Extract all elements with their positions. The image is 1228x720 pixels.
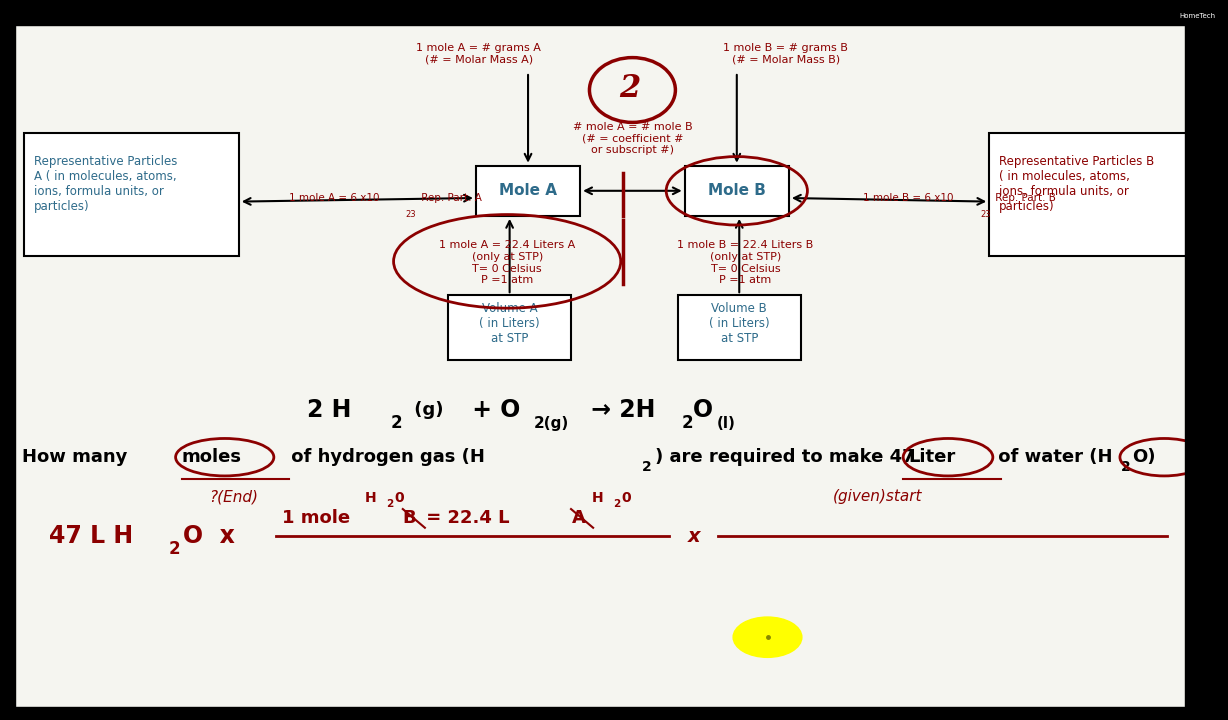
- Text: B: B: [403, 510, 416, 527]
- Text: 1 mole B = # grams B
(# = Molar Mass B): 1 mole B = # grams B (# = Molar Mass B): [723, 43, 849, 65]
- Bar: [678, 295, 801, 360]
- Text: HomeTech: HomeTech: [1179, 13, 1214, 19]
- Text: Mole B: Mole B: [707, 184, 766, 198]
- Text: 1 mole A = # grams A
(# = Molar Mass A): 1 mole A = # grams A (# = Molar Mass A): [416, 43, 542, 65]
- Text: 23: 23: [405, 210, 416, 219]
- Text: ?(End): ?(End): [209, 490, 258, 504]
- Text: moles: moles: [182, 448, 242, 467]
- Text: 2: 2: [391, 415, 402, 432]
- Bar: [448, 295, 571, 360]
- Text: 0: 0: [394, 491, 404, 505]
- Bar: [476, 166, 581, 216]
- Text: How many: How many: [22, 448, 134, 467]
- Text: 1 mole A = 22.4 Liters A
(only at STP)
T= 0 Celsius
P =1 atm: 1 mole A = 22.4 Liters A (only at STP) T…: [440, 240, 575, 285]
- Text: Liter: Liter: [909, 448, 955, 467]
- Text: 1 mole A = 6 x10: 1 mole A = 6 x10: [289, 193, 379, 203]
- Text: 2: 2: [168, 540, 179, 559]
- Text: Mole A: Mole A: [499, 184, 558, 198]
- Text: 2: 2: [386, 499, 393, 509]
- Text: O  x: O x: [183, 524, 235, 549]
- Bar: [685, 166, 790, 216]
- Circle shape: [733, 617, 802, 657]
- Text: 0: 0: [621, 491, 631, 505]
- Text: ) are required to make 47: ) are required to make 47: [655, 448, 914, 467]
- Text: 2: 2: [619, 73, 641, 104]
- Text: → 2H: → 2H: [583, 398, 656, 423]
- Text: (given)start: (given)start: [834, 490, 922, 504]
- Text: 1 mole: 1 mole: [282, 510, 357, 527]
- Text: 2: 2: [682, 415, 693, 432]
- Text: Rep. Part. A: Rep. Part. A: [418, 193, 481, 203]
- Text: 2: 2: [1121, 459, 1131, 474]
- Text: = 22.4 L: = 22.4 L: [420, 510, 516, 527]
- Text: of water (H: of water (H: [992, 448, 1113, 467]
- Text: 2(g): 2(g): [534, 416, 570, 431]
- Text: A: A: [572, 510, 586, 527]
- Text: Representative Particles
A ( in molecules, atoms,
ions, formula units, or
partic: Representative Particles A ( in molecule…: [34, 155, 177, 212]
- Text: 2: 2: [613, 499, 620, 509]
- Text: Representative Particles B
( in molecules, atoms,
ions, formula units, or
partic: Representative Particles B ( in molecule…: [1000, 155, 1154, 212]
- Text: 2: 2: [642, 459, 652, 474]
- Text: # mole A = # mole B
(# = coefficient #
or subscript #): # mole A = # mole B (# = coefficient # o…: [572, 122, 693, 155]
- Text: O): O): [1132, 448, 1156, 467]
- Text: (g): (g): [408, 401, 443, 419]
- Text: 1 mole B = 22.4 Liters B
(only at STP)
T= 0 Celsius
P =1 atm: 1 mole B = 22.4 Liters B (only at STP) T…: [678, 240, 813, 285]
- Text: H: H: [592, 491, 604, 505]
- Text: Volume B
( in Liters)
at STP: Volume B ( in Liters) at STP: [709, 302, 770, 346]
- Text: at STP?: at STP?: [1206, 448, 1228, 467]
- Text: H: H: [365, 491, 377, 505]
- Text: + O: + O: [464, 398, 521, 423]
- Text: (l): (l): [717, 416, 736, 431]
- Bar: [25, 133, 238, 256]
- Text: of hydrogen gas (H: of hydrogen gas (H: [285, 448, 485, 467]
- Text: 23: 23: [980, 210, 991, 219]
- Text: x: x: [688, 527, 700, 546]
- Text: O: O: [693, 398, 712, 423]
- Bar: [990, 133, 1203, 256]
- Text: 47 L H: 47 L H: [49, 524, 134, 549]
- Text: 2 H: 2 H: [307, 398, 351, 423]
- Text: Rep. Part. B: Rep. Part. B: [992, 193, 1056, 203]
- Text: 1 mole B = 6 x10: 1 mole B = 6 x10: [863, 193, 954, 203]
- Text: Volume A
( in Liters)
at STP: Volume A ( in Liters) at STP: [479, 302, 540, 346]
